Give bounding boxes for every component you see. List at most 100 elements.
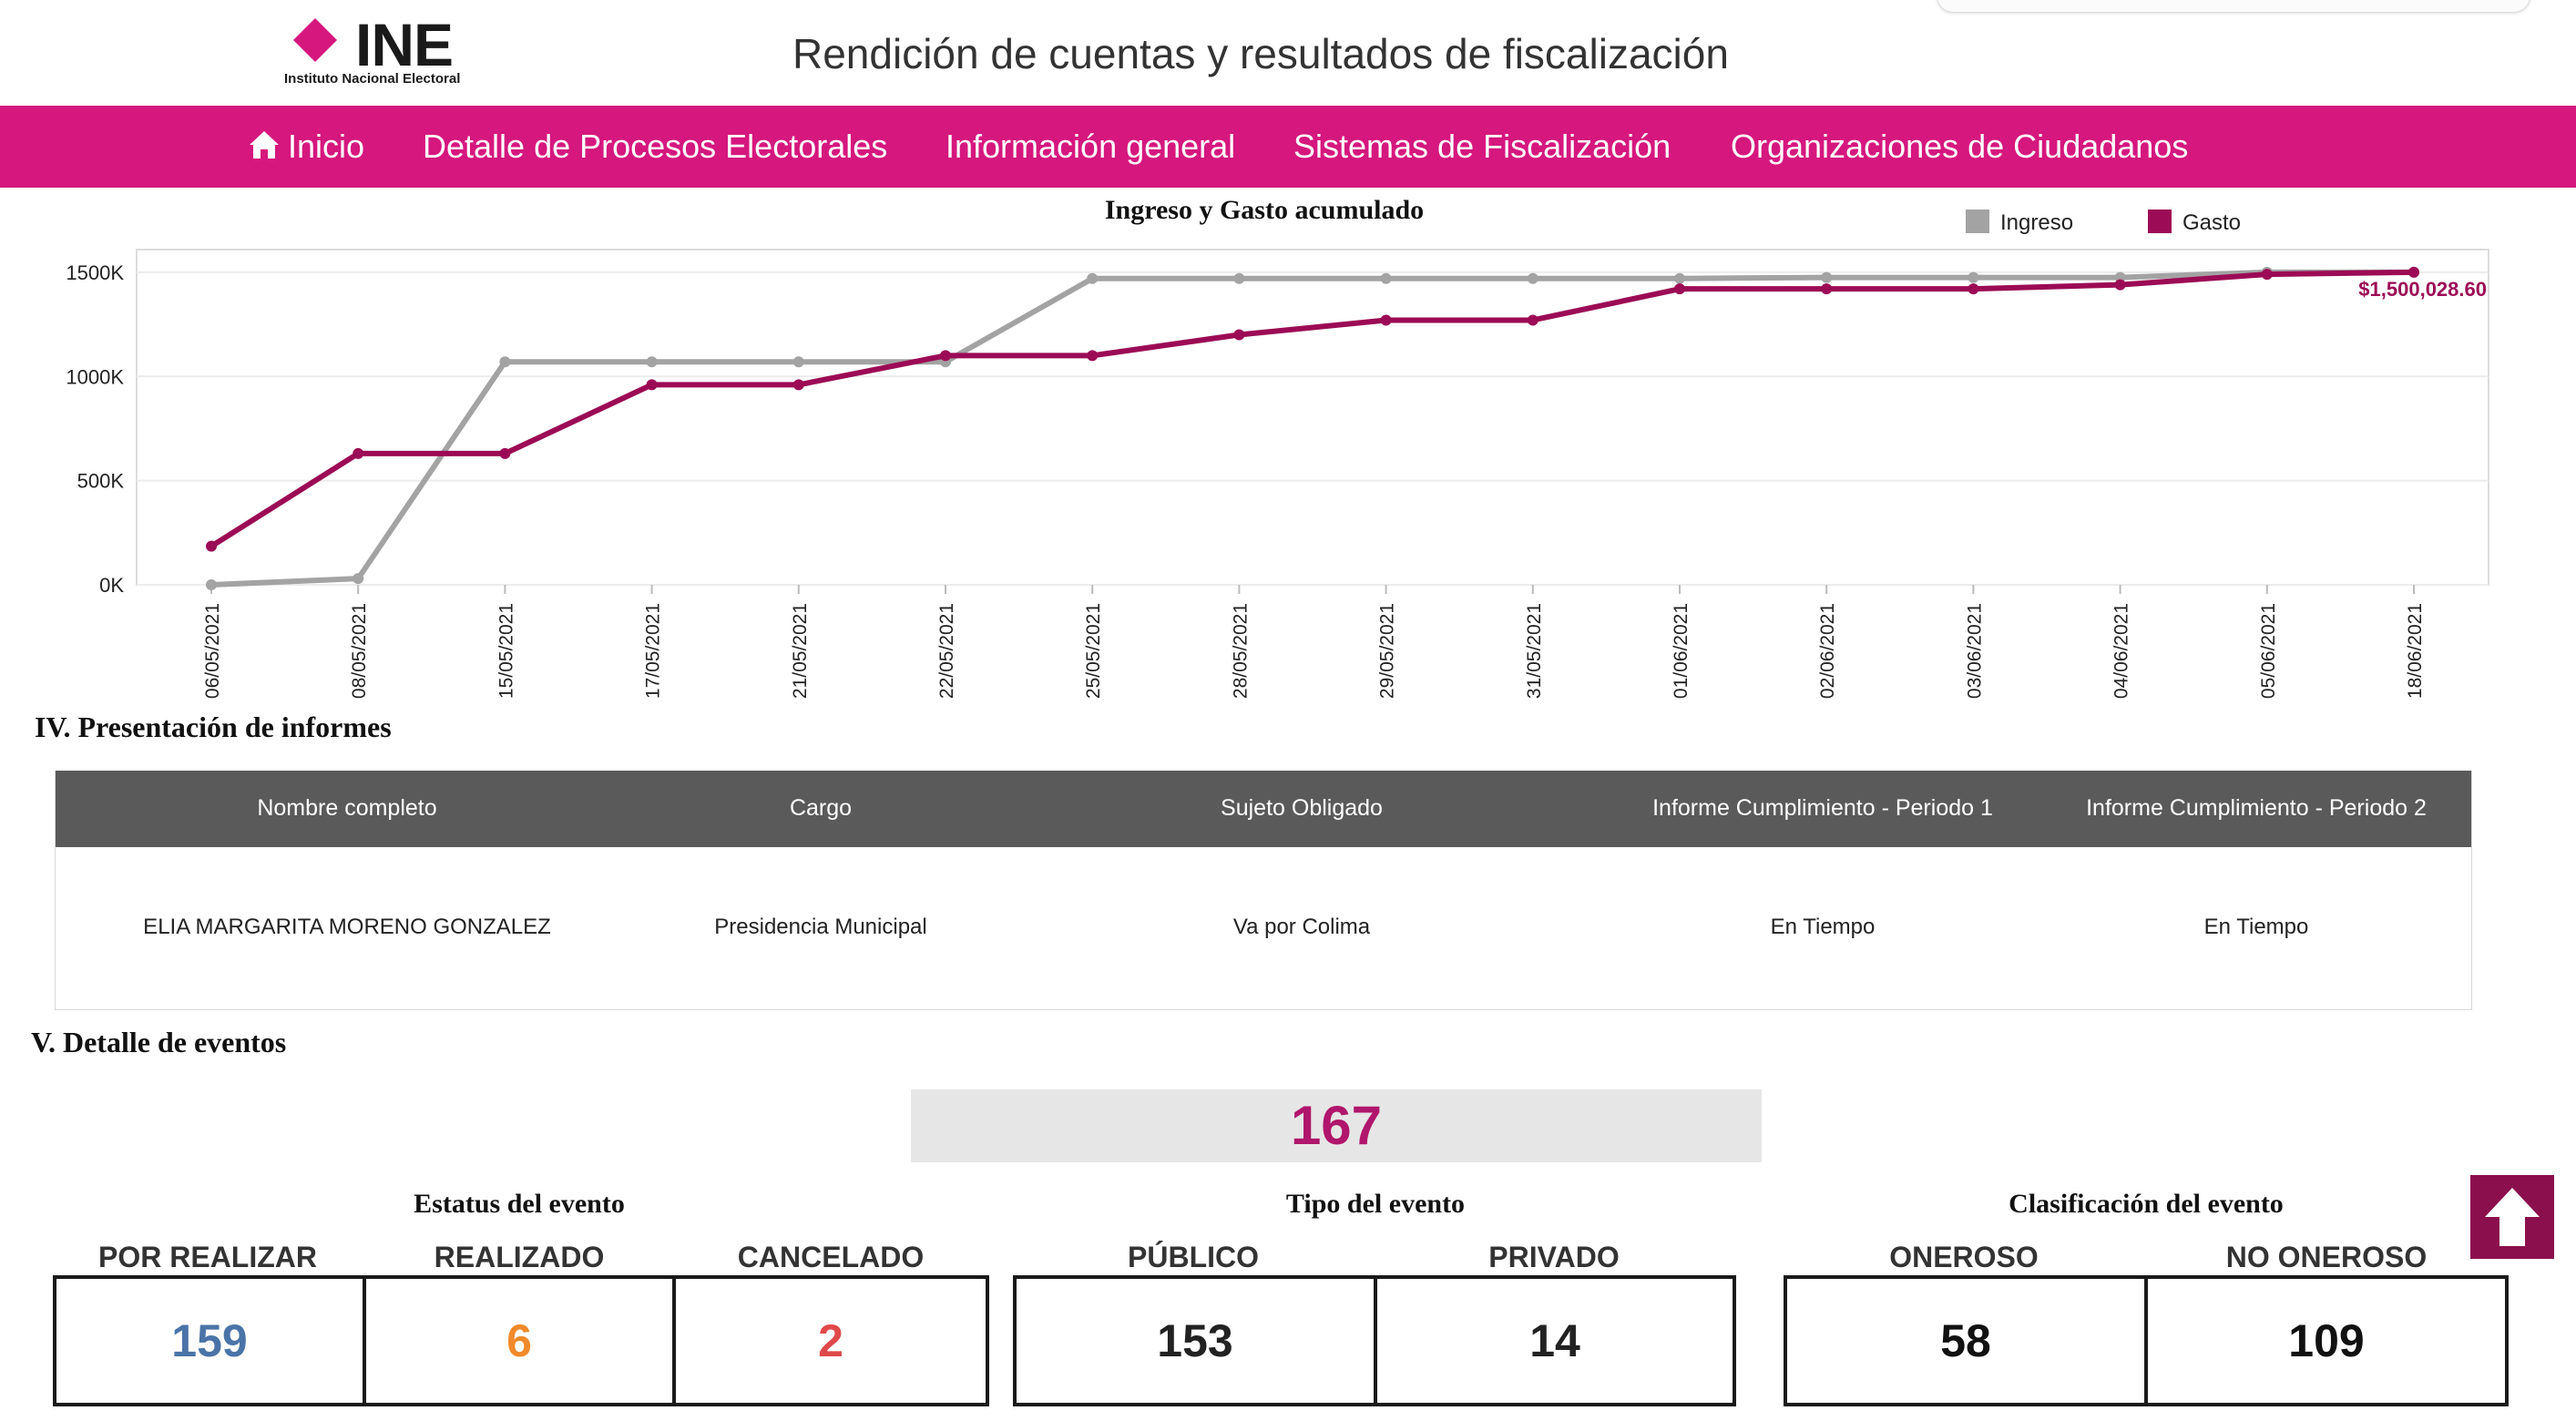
nav-item-sistemas-fiscalizacion[interactable]: Sistemas de Fiscalización	[1293, 128, 1671, 165]
x-tick-label: 25/05/2021	[1083, 603, 1104, 699]
data-point-ingreso	[792, 356, 804, 368]
nav-item-inicio[interactable]: Inicio	[248, 106, 364, 188]
chart-title: Ingreso y Gasto acumulado	[1105, 195, 1424, 225]
label-realizado: REALIZADO	[434, 1241, 605, 1273]
x-tick-label: 29/05/2021	[1377, 603, 1398, 699]
reports-table: Nombre completo Cargo Sujeto Obligado In…	[55, 771, 2472, 1010]
data-point-gasto	[646, 379, 658, 391]
data-point-gasto	[2408, 266, 2419, 278]
data-point-ingreso	[353, 573, 364, 585]
x-tick-label: 08/05/2021	[349, 603, 370, 699]
label-oneroso: ONEROSO	[1889, 1241, 2039, 1273]
top-search-panel[interactable]	[1937, 0, 2530, 13]
label-por-realizar: POR REALIZAR	[98, 1241, 317, 1273]
home-icon	[250, 131, 279, 158]
legend-label-ingreso: Ingreso	[2000, 210, 2073, 235]
label-cancelado: CANCELADO	[737, 1241, 925, 1273]
th-periodo-2[interactable]: Informe Cumplimiento - Periodo 2	[2086, 795, 2427, 821]
total-events: 167	[911, 1089, 1762, 1162]
y-tick-label: 1500K	[66, 261, 124, 284]
value-no-oneroso: 109	[2144, 1275, 2509, 1406]
ine-logo-diamond-icon	[293, 18, 337, 62]
x-tick-label: 21/05/2021	[790, 603, 811, 699]
data-point-gasto	[353, 447, 364, 459]
data-point-ingreso	[646, 356, 658, 368]
scroll-to-top-button[interactable]	[2470, 1175, 2554, 1259]
x-tick-label: 17/05/2021	[643, 603, 664, 699]
th-cargo[interactable]: Cargo	[789, 795, 853, 821]
label-publico: PÚBLICO	[1128, 1241, 1259, 1273]
x-tick-label: 15/05/2021	[496, 603, 516, 699]
data-point-gasto	[206, 540, 217, 552]
series-line-ingreso	[210, 269, 2414, 588]
x-tick-label: 28/05/2021	[1230, 603, 1251, 699]
label-privado: PRIVADO	[1488, 1241, 1620, 1273]
y-tick-label: 0K	[99, 574, 124, 597]
th-periodo-1[interactable]: Informe Cumplimiento - Periodo 1	[1652, 795, 1993, 821]
logo-word: INE	[355, 11, 454, 78]
value-publico: 153	[1013, 1275, 1377, 1406]
ine-logo[interactable]: INE Instituto Nacional Electoral	[284, 13, 523, 89]
data-point-ingreso	[1087, 272, 1099, 284]
x-tick-label: 03/06/2021	[1964, 603, 1985, 699]
page-title: Rendición de cuentas y resultados de fis…	[792, 30, 1729, 77]
data-point-ingreso	[1380, 272, 1392, 284]
x-tick-label: 01/06/2021	[1671, 603, 1692, 699]
data-point-gasto	[1087, 350, 1099, 362]
x-tick-label: 02/06/2021	[1817, 603, 1838, 699]
clasificacion-title: Clasificación del evento	[2009, 1189, 2284, 1219]
data-point-gasto	[1527, 314, 1538, 326]
value-por-realizar: 159	[53, 1275, 366, 1406]
x-tick-label: 04/06/2021	[2111, 603, 2132, 699]
nav-item-detalle-procesos[interactable]: Detalle de Procesos Electorales	[423, 128, 888, 165]
data-point-gasto	[499, 447, 511, 459]
value-cancelado: 2	[672, 1275, 989, 1406]
data-point-gasto	[1233, 329, 1245, 341]
section-v-title: V. Detalle de eventos	[31, 1026, 287, 1058]
cell-periodo-2: En Tiempo	[2203, 915, 2309, 939]
plot-area	[136, 249, 2489, 586]
data-point-ingreso	[1968, 271, 1979, 283]
data-point-ingreso	[1527, 272, 1538, 284]
data-point-gasto	[940, 350, 951, 362]
nav-item-organizaciones[interactable]: Organizaciones de Ciudadanos	[1731, 128, 2189, 165]
last-value-label: $1,500,028.60	[2358, 278, 2487, 301]
data-point-ingreso	[1674, 272, 1685, 284]
value-privado: 14	[1374, 1275, 1736, 1406]
data-point-gasto	[1821, 283, 1833, 295]
x-tick-label: 18/06/2021	[2405, 603, 2426, 699]
value-realizado: 6	[363, 1275, 676, 1406]
cell-nombre: ELIA MARGARITA MORENO GONZALEZ	[143, 915, 551, 939]
label-no-oneroso: NO ONEROSO	[2225, 1241, 2428, 1273]
series-line-gasto	[210, 269, 2415, 549]
data-point-gasto	[1380, 314, 1392, 326]
cell-periodo-1: En Tiempo	[1770, 915, 1876, 939]
main-navbar: Inicio Detalle de Procesos Electorales I…	[0, 106, 2576, 188]
x-tick-label: 22/05/2021	[936, 603, 957, 699]
th-sujeto[interactable]: Sujeto Obligado	[1221, 795, 1383, 821]
chart-svg: Ingreso y Gasto acumulado Ingreso Gasto 0K 5…	[66, 195, 2489, 699]
estatus-title: Estatus del evento	[414, 1189, 625, 1219]
legend-label-gasto: Gasto	[2182, 210, 2241, 235]
data-point-ingreso	[206, 579, 217, 590]
data-point-gasto	[792, 379, 804, 391]
th-nombre[interactable]: Nombre completo	[257, 795, 437, 821]
x-tick-label: 05/06/2021	[2258, 603, 2279, 699]
data-point-gasto	[1968, 283, 1979, 295]
income-expense-chart: Ingreso y Gasto acumulado Ingreso Gasto 0K 5…	[0, 188, 2576, 707]
nav-item-label: Inicio	[288, 128, 365, 165]
data-point-gasto	[2261, 269, 2273, 281]
tipo-title: Tipo del evento	[1285, 1189, 1466, 1219]
arrow-up-icon	[2485, 1188, 2540, 1246]
nav-item-informacion-general[interactable]: Información general	[946, 128, 1236, 165]
table-header: Nombre completo Cargo Sujeto Obligado In…	[56, 771, 2471, 847]
x-tick-label: 06/05/2021	[202, 603, 223, 699]
cell-cargo: Presidencia Municipal	[714, 915, 927, 939]
x-tick-label: 31/05/2021	[1524, 603, 1545, 699]
legend-swatch-gasto	[2148, 210, 2172, 233]
data-point-ingreso	[1821, 271, 1833, 283]
data-point-ingreso	[499, 356, 511, 368]
data-point-gasto	[2114, 279, 2126, 291]
cell-sujeto: Va por Colima	[1232, 915, 1371, 939]
y-tick-label: 500K	[77, 470, 125, 493]
